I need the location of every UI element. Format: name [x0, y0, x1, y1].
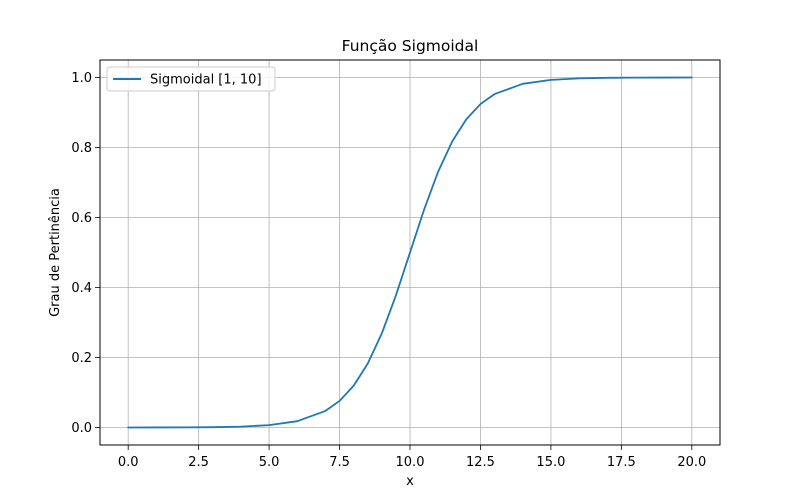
legend-label: Sigmoidal [1, 10] — [150, 73, 262, 88]
x-tick-label: 10.0 — [396, 455, 425, 470]
x-axis-label: x — [406, 474, 414, 489]
x-tick-label: 7.5 — [329, 455, 350, 470]
series-line-0 — [127, 76, 693, 429]
x-tick-label: 15.0 — [536, 455, 565, 470]
series-layer — [127, 76, 693, 429]
y-tick-label: 0.6 — [71, 211, 92, 226]
x-tick-label: 12.5 — [466, 455, 495, 470]
legend-box — [106, 66, 276, 92]
y-tick-label: 0.0 — [71, 421, 92, 436]
x-tick-label: 0.0 — [118, 455, 139, 470]
y-axis-label: Grau de Pertinência — [48, 188, 63, 317]
chart-title: Função Sigmoidal — [342, 37, 479, 55]
y-tick-label: 0.2 — [71, 351, 92, 366]
y-tick-label: 0.8 — [71, 141, 92, 156]
x-tick-label: 20.0 — [677, 455, 706, 470]
y-tick-label: 0.4 — [71, 281, 92, 296]
legend: Sigmoidal [1, 10] — [106, 66, 276, 92]
y-tick-label: 1.0 — [71, 71, 92, 86]
x-tick-label: 5.0 — [259, 455, 280, 470]
x-tick-label: 2.5 — [188, 455, 209, 470]
ticks: 0.0 2.5 5.0 7.5 10.0 12.5 15.0 17.5 20.0 0.0 0.2 0.… — [71, 71, 706, 470]
x-tick-label: 17.5 — [607, 455, 636, 470]
